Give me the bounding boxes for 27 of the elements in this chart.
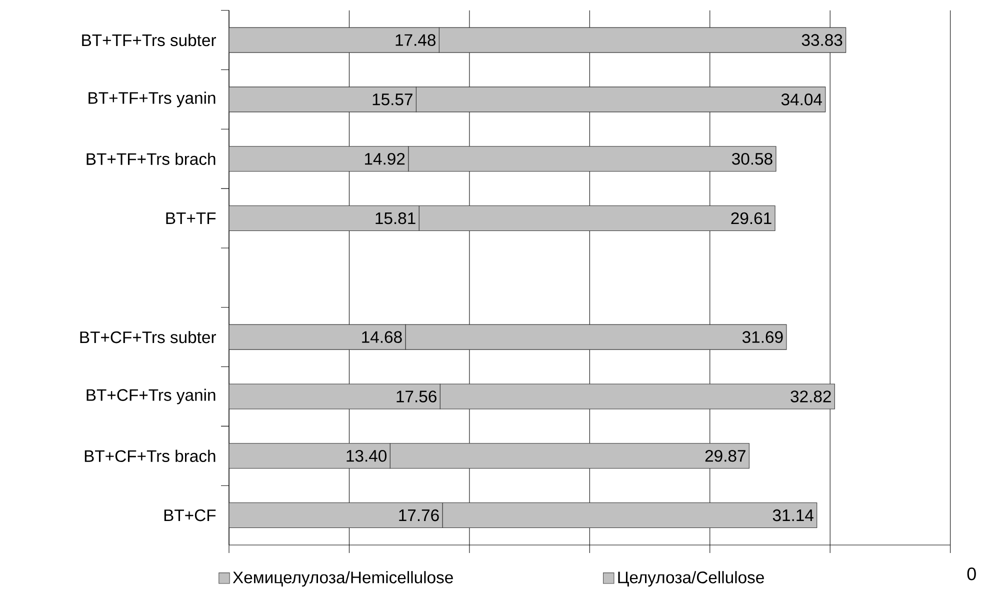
- y-tick-label: BT+TF+Trs brach: [86, 152, 216, 165]
- data-label: 31.69: [742, 331, 783, 343]
- legend-label: Целулоза/Cellulose: [618, 571, 764, 587]
- data-label: 17.76: [399, 509, 439, 522]
- data-label: 14.92: [365, 152, 405, 165]
- data-label: 17.48: [396, 34, 436, 46]
- data-label: 29.87: [705, 450, 746, 462]
- data-label: 30.58: [732, 152, 772, 165]
- data-label: 15.81: [376, 212, 416, 224]
- data-label: 14.68: [362, 331, 402, 343]
- y-tick-label: BT+CF: [164, 509, 216, 522]
- y-tick-label: BT+CF+Trs brach: [84, 450, 216, 462]
- data-label: 15.57: [372, 94, 412, 106]
- y-tick-label: BT+CF+Trs subter: [80, 330, 216, 344]
- y-tick-label: BT+CF+Trs yanin: [86, 388, 216, 404]
- y-tick-label: BT+TF: [166, 212, 216, 224]
- y-tick-label: BT+TF+Trs yanin: [88, 92, 216, 108]
- y-tick-label: BT+TF+Trs subter: [82, 34, 216, 46]
- text: 0: [967, 568, 976, 580]
- legend-label: Хемицелулоза/Hemicellulose: [232, 571, 453, 587]
- data-label: 34.04: [781, 94, 822, 106]
- data-label: 17.56: [396, 390, 436, 402]
- data-label: 13.40: [346, 450, 387, 462]
- data-label: 29.61: [731, 212, 772, 224]
- data-label: 32.82: [790, 390, 831, 402]
- data-label: 33.83: [802, 34, 842, 46]
- data-label: 31.14: [772, 509, 814, 522]
